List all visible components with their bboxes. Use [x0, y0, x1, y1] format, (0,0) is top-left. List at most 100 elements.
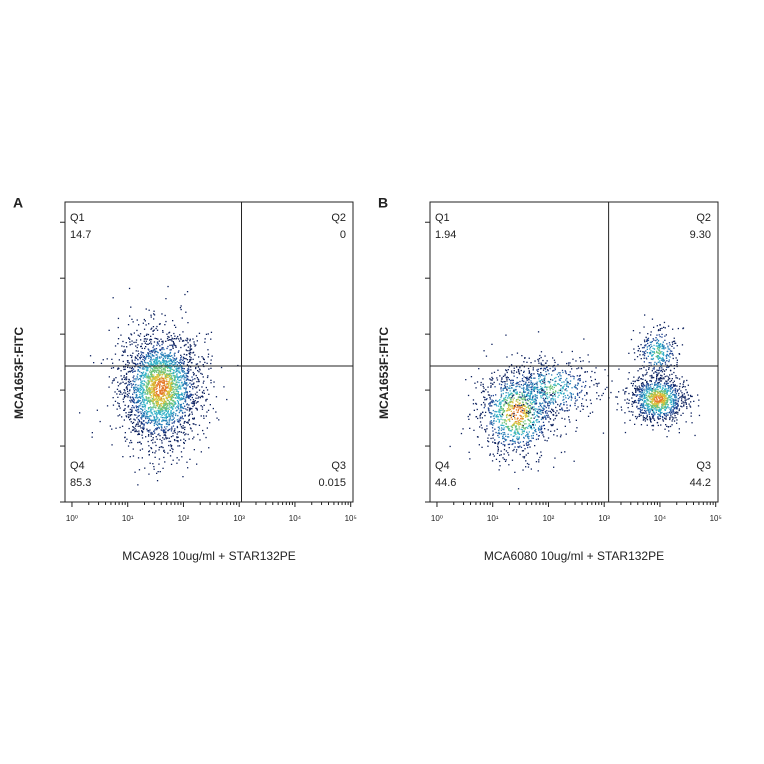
- event-dot: [120, 391, 122, 393]
- event-dot: [649, 419, 651, 421]
- event-dot: [512, 401, 514, 403]
- event-dot: [479, 421, 482, 423]
- event-dot: [484, 396, 486, 399]
- event-dot: [117, 396, 119, 398]
- event-dot: [144, 411, 146, 413]
- event-dot: [159, 411, 161, 414]
- event-dot: [154, 416, 156, 418]
- event-dot: [167, 403, 169, 405]
- event-dot: [132, 398, 135, 400]
- event-dot: [521, 355, 523, 357]
- event-dot: [165, 390, 167, 392]
- event-dot: [539, 425, 541, 427]
- event-dot: [544, 415, 546, 417]
- event-dot: [150, 447, 153, 450]
- event-dot: [137, 400, 139, 402]
- event-dot: [498, 419, 500, 421]
- event-dot: [537, 427, 540, 429]
- event-dot: [664, 402, 666, 404]
- event-dot: [667, 389, 669, 391]
- event-dot: [163, 404, 165, 406]
- event-dot: [164, 394, 166, 397]
- event-dot: [491, 383, 494, 385]
- event-dot: [651, 389, 653, 391]
- event-dot: [164, 404, 166, 406]
- event-dot: [173, 372, 175, 374]
- event-dot: [690, 401, 692, 403]
- event-dot: [154, 421, 157, 423]
- event-dot: [525, 423, 527, 425]
- event-dot: [173, 342, 175, 344]
- event-dot: [661, 395, 663, 397]
- event-dot: [559, 408, 561, 411]
- event-dot: [170, 386, 172, 389]
- event-dot: [164, 391, 166, 393]
- event-dot: [508, 428, 511, 430]
- event-dot: [147, 352, 149, 354]
- event-dot: [469, 427, 471, 429]
- event-dot: [667, 379, 669, 381]
- event-dot: [142, 355, 144, 357]
- event-dot: [489, 421, 491, 423]
- event-dot: [657, 394, 660, 397]
- event-dot: [165, 401, 167, 403]
- event-dot: [150, 343, 153, 345]
- event-dot: [137, 418, 140, 421]
- event-dot: [559, 372, 561, 374]
- event-dot: [168, 383, 170, 385]
- event-dot: [141, 400, 144, 402]
- event-dot: [137, 401, 139, 403]
- event-dot: [533, 373, 535, 375]
- event-dot: [473, 429, 475, 431]
- event-dot: [503, 453, 505, 455]
- event-dot: [493, 415, 495, 417]
- event-dot: [530, 380, 532, 382]
- event-dot: [112, 404, 115, 406]
- event-dot: [174, 403, 176, 405]
- event-dot: [183, 363, 185, 365]
- event-dot: [535, 399, 537, 401]
- event-dot: [650, 392, 652, 395]
- event-dot: [518, 433, 520, 435]
- event-dot: [634, 387, 636, 390]
- event-dot: [182, 356, 185, 358]
- event-dot: [482, 411, 484, 414]
- event-dot: [134, 356, 137, 358]
- event-dot: [164, 414, 166, 416]
- event-dot: [193, 401, 195, 403]
- event-dot: [548, 381, 550, 383]
- event-dot: [641, 385, 644, 387]
- event-dot: [484, 399, 486, 401]
- event-dot: [189, 348, 191, 350]
- event-dot: [479, 417, 481, 419]
- event-dot: [149, 355, 151, 357]
- event-dot: [156, 369, 158, 371]
- event-dot: [651, 413, 653, 415]
- event-dot: [145, 385, 147, 387]
- event-dot: [186, 340, 188, 342]
- event-dot: [505, 377, 507, 379]
- event-dot: [174, 376, 176, 378]
- event-dot: [154, 441, 156, 443]
- event-dot: [515, 383, 517, 385]
- event-dot: [178, 338, 180, 340]
- event-dot: [498, 421, 500, 423]
- event-dot: [143, 384, 145, 387]
- event-dot: [514, 446, 516, 448]
- event-dot: [676, 408, 678, 410]
- event-dot: [531, 386, 533, 388]
- event-dot: [161, 368, 163, 370]
- event-dot: [192, 371, 194, 374]
- event-dot: [512, 381, 514, 384]
- event-dot: [143, 398, 145, 400]
- event-dot: [192, 418, 194, 420]
- event-dot: [165, 386, 167, 388]
- event-dot: [174, 402, 176, 404]
- event-dot: [138, 324, 140, 326]
- event-dot: [164, 403, 167, 405]
- event-dot: [158, 403, 160, 406]
- event-dot: [135, 377, 137, 380]
- event-dot: [582, 405, 585, 407]
- event-dot: [554, 390, 557, 392]
- event-dot: [649, 396, 651, 399]
